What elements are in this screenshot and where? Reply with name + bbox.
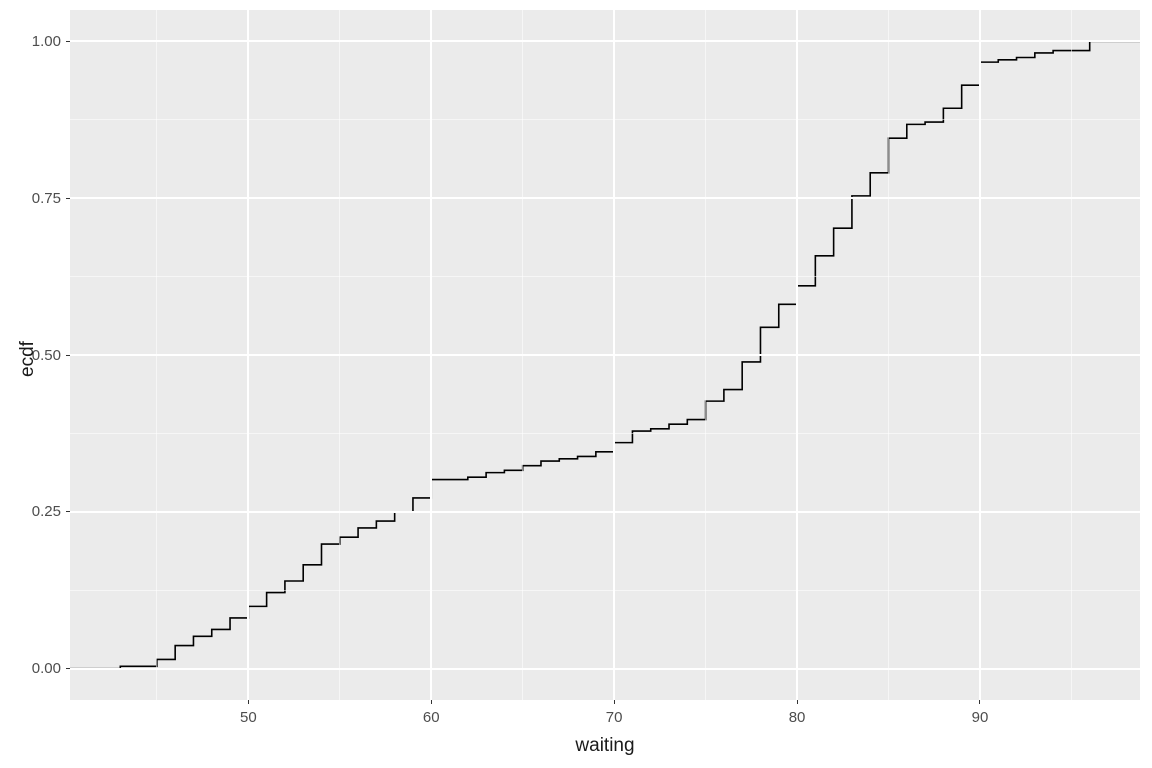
grid-major-h [70, 354, 1140, 356]
x-tick-label: 80 [777, 710, 817, 725]
x-tick [248, 700, 249, 704]
x-axis-title: waiting [570, 736, 640, 755]
y-tick-label: 0.00 [32, 661, 61, 676]
y-tick [66, 198, 70, 199]
grid-major-h [70, 40, 1140, 42]
y-tick [66, 41, 70, 42]
y-tick-label: 0.25 [32, 504, 61, 519]
x-tick [431, 700, 432, 704]
ecdf-chart: 50607080900.000.250.500.751.00 waiting e… [0, 0, 1152, 768]
y-tick [66, 355, 70, 356]
x-tick-label: 90 [960, 710, 1000, 725]
x-tick-label: 60 [411, 710, 451, 725]
grid-major-h [70, 668, 1140, 670]
grid-major-h [70, 197, 1140, 199]
y-tick-label: 0.75 [32, 191, 61, 206]
x-tick-label: 50 [228, 710, 268, 725]
y-tick-label: 1.00 [32, 34, 61, 49]
x-tick [979, 700, 980, 704]
y-tick [66, 668, 70, 669]
y-axis-title: ecdf [18, 341, 37, 377]
grid-major-h [70, 511, 1140, 513]
x-tick-label: 70 [594, 710, 634, 725]
y-tick [66, 511, 70, 512]
x-tick [614, 700, 615, 704]
x-tick [797, 700, 798, 704]
